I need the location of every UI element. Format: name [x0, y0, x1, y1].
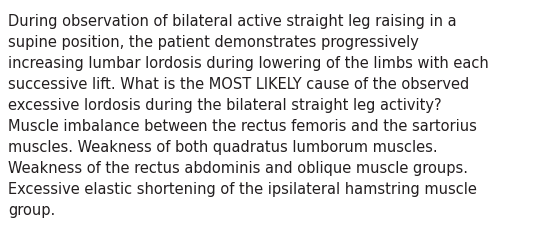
Text: increasing lumbar lordosis during lowering of the limbs with each: increasing lumbar lordosis during loweri… — [8, 56, 489, 71]
Text: Muscle imbalance between the rectus femoris and the sartorius: Muscle imbalance between the rectus femo… — [8, 118, 477, 134]
Text: group.: group. — [8, 202, 55, 217]
Text: muscles. Weakness of both quadratus lumborum muscles.: muscles. Weakness of both quadratus lumb… — [8, 140, 437, 154]
Text: successive lift. What is the MOST LIKELY cause of the observed: successive lift. What is the MOST LIKELY… — [8, 77, 469, 92]
Text: Weakness of the rectus abdominis and oblique muscle groups.: Weakness of the rectus abdominis and obl… — [8, 160, 468, 175]
Text: excessive lordosis during the bilateral straight leg activity?: excessive lordosis during the bilateral … — [8, 98, 441, 112]
Text: Excessive elastic shortening of the ipsilateral hamstring muscle: Excessive elastic shortening of the ipsi… — [8, 181, 477, 196]
Text: During observation of bilateral active straight leg raising in a: During observation of bilateral active s… — [8, 14, 456, 29]
Text: supine position, the patient demonstrates progressively: supine position, the patient demonstrate… — [8, 35, 419, 50]
